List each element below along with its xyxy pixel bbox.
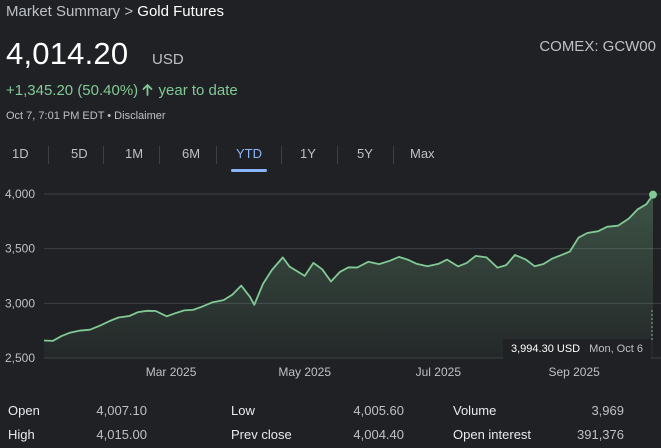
stat-high-value: 4,015.00 [96,427,147,442]
active-tab-indicator [231,169,267,172]
breadcrumb: Market Summary > Gold Futures [6,3,224,20]
stat-volume-value: 3,969 [591,403,624,418]
y-tick-label: 2,500 [5,351,35,365]
tab-divider [159,146,160,164]
tab-divider [337,146,338,164]
tab-5y[interactable]: 5Y [357,146,373,161]
price-line [43,194,654,342]
stat-open-interest-label: Open interest [453,427,532,442]
stat-volume-label: Volume [453,403,497,418]
breadcrumb-parent[interactable]: Market Summary [6,3,121,20]
stat-low-label: Low [231,403,255,418]
price-change: +1,345.20 (50.40%) year to date [6,82,238,99]
stat-open-label: Open [8,403,40,418]
x-tick-label: Jul 2025 [416,365,462,379]
tab-divider [48,146,49,164]
price-area [44,194,653,358]
x-tick-label: Sep 2025 [548,365,600,379]
stat-prev-close-label: Prev close [231,427,292,442]
range-tabs: 1D 5D 1M 6M YTD 1Y 5Y Max [0,146,470,172]
stat-high-label: High [8,427,35,442]
y-tick-label: 3,000 [5,296,35,310]
stats-table: Open 4,007.10 High 4,015.00 Low 4,005.60… [0,396,661,448]
arrow-up-icon [142,82,154,99]
chart-tooltip: 3,994.30 USD Mon, Oct 6 [503,339,651,359]
stat-low-value: 4,005.60 [353,403,404,418]
tab-5d[interactable]: 5D [71,146,88,161]
tab-divider [216,146,217,164]
y-tick-label: 3,500 [5,242,35,256]
quote-timestamp[interactable]: Oct 7, 7:01 PM EDT • Disclaimer [6,110,166,122]
currency-label: USD [152,51,184,68]
stat-open-interest-value: 391,376 [577,427,624,442]
last-point-marker [649,190,657,199]
breadcrumb-separator: > [124,3,134,20]
tab-1y[interactable]: 1Y [300,146,316,161]
stat-open-value: 4,007.10 [96,403,147,418]
breadcrumb-current: Gold Futures [137,3,225,20]
y-tick-label: 4,000 [5,187,35,201]
tab-divider [103,146,104,164]
tab-1m[interactable]: 1M [125,146,144,161]
tooltip-value: 3,994.30 USD [511,343,581,355]
tab-max[interactable]: Max [410,146,435,161]
tab-divider [281,146,282,164]
x-tick-label: May 2025 [278,365,331,379]
current-price: 4,014.20 [6,36,129,71]
ticker-symbol: COMEX: GCW00 [539,38,656,55]
tab-divider [393,146,394,164]
price-chart[interactable]: 4,000 3,500 3,000 2,500 Mar 2025 May 2025 Jul… [0,178,661,383]
tab-1d[interactable]: 1D [12,146,29,161]
stat-prev-close-value: 4,004.40 [353,427,404,442]
price-change-value: +1,345.20 (50.40%) [6,82,139,99]
price-change-period: year to date [158,82,238,99]
tab-ytd[interactable]: YTD [236,146,262,161]
x-tick-label: Mar 2025 [146,365,197,379]
tab-6m[interactable]: 6M [182,146,201,161]
tooltip-date: Mon, Oct 6 [589,343,643,355]
